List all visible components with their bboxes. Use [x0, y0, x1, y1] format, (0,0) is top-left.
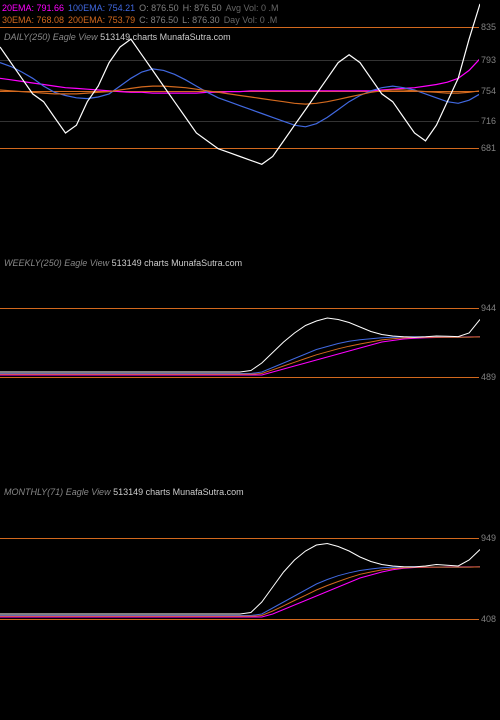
axis-label: 716 [479, 116, 498, 126]
axis-label: 489 [479, 372, 498, 382]
stat-h: H: 876.50 [183, 2, 222, 14]
series-line [0, 59, 480, 93]
series-line [0, 337, 480, 374]
weekly-title: WEEKLY(250) Eagle View 513149 charts Mun… [4, 258, 242, 268]
stat-avgvol: Avg Vol: 0 .M [226, 2, 279, 14]
monthly-panel: 949 408 [0, 500, 500, 680]
stat-dayvol: Day Vol: 0 .M [224, 14, 278, 26]
axis-label: 949 [479, 533, 498, 543]
series-line [0, 544, 480, 615]
series-line [0, 337, 480, 374]
stat-100ema: 100EMA: 754.21 [68, 2, 135, 14]
axis-label: 408 [479, 614, 498, 624]
axis-label: 681 [479, 143, 498, 153]
stat-200ema: 200EMA: 753.79 [68, 14, 135, 26]
axis-label: 944 [479, 303, 498, 313]
monthly-title: MONTHLY(71) Eagle View 513149 charts Mun… [4, 487, 244, 497]
axis-label: 754 [479, 86, 498, 96]
series-line [0, 63, 480, 127]
stat-20ema: 20EMA: 791.66 [2, 2, 64, 14]
monthly-svg [0, 500, 480, 680]
stat-l: L: 876.30 [182, 14, 220, 26]
series-line [0, 567, 480, 617]
series-line [0, 567, 480, 616]
daily-title: DAILY(250) Eagle View 513149 charts Muna… [4, 32, 231, 42]
stat-o: O: 876.50 [139, 2, 179, 14]
daily-svg [0, 0, 480, 180]
weekly-svg [0, 270, 480, 450]
axis-label: 793 [479, 55, 498, 65]
daily-panel: 835 793 754 716 681 [0, 0, 500, 180]
header-stats: 20EMA: 791.66 100EMA: 754.21 O: 876.50 H: 8… [2, 2, 283, 26]
series-line [0, 567, 480, 616]
stat-c: C: 876.50 [139, 14, 178, 26]
stat-30ema: 30EMA: 768.08 [2, 14, 64, 26]
series-line [0, 337, 480, 375]
weekly-panel: 944 489 [0, 270, 500, 450]
series-line [0, 4, 480, 164]
series-line [0, 318, 480, 372]
axis-label: 835 [479, 22, 498, 32]
